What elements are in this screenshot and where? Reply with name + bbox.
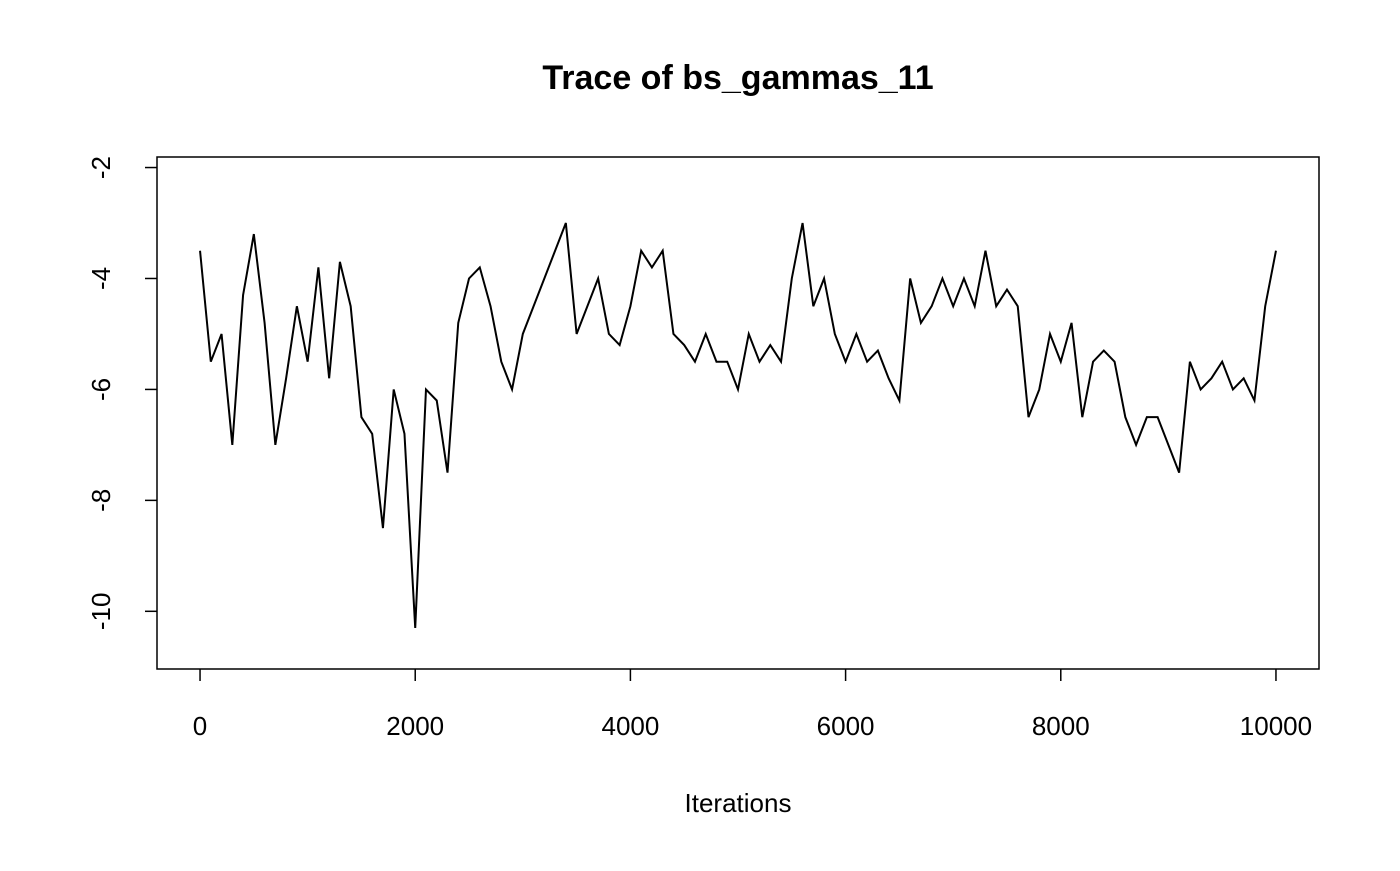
- y-tick-label: -10: [86, 593, 116, 631]
- x-tick-label: 4000: [601, 711, 659, 741]
- x-axis-label: Iterations: [685, 788, 792, 818]
- x-tick-label: 2000: [386, 711, 444, 741]
- y-tick-label: -4: [86, 267, 116, 290]
- chart-title: Trace of bs_gammas_11: [542, 59, 933, 97]
- y-tick-label: -2: [86, 156, 116, 179]
- x-tick-label: 10000: [1240, 711, 1312, 741]
- x-tick-label: 8000: [1032, 711, 1090, 741]
- y-tick-label: -8: [86, 489, 116, 512]
- trace-line: [199, 222, 1277, 629]
- x-tick-label: 6000: [817, 711, 875, 741]
- x-tick-label: 0: [193, 711, 207, 741]
- plot-box: [156, 156, 1320, 670]
- y-tick-label: -6: [86, 378, 116, 401]
